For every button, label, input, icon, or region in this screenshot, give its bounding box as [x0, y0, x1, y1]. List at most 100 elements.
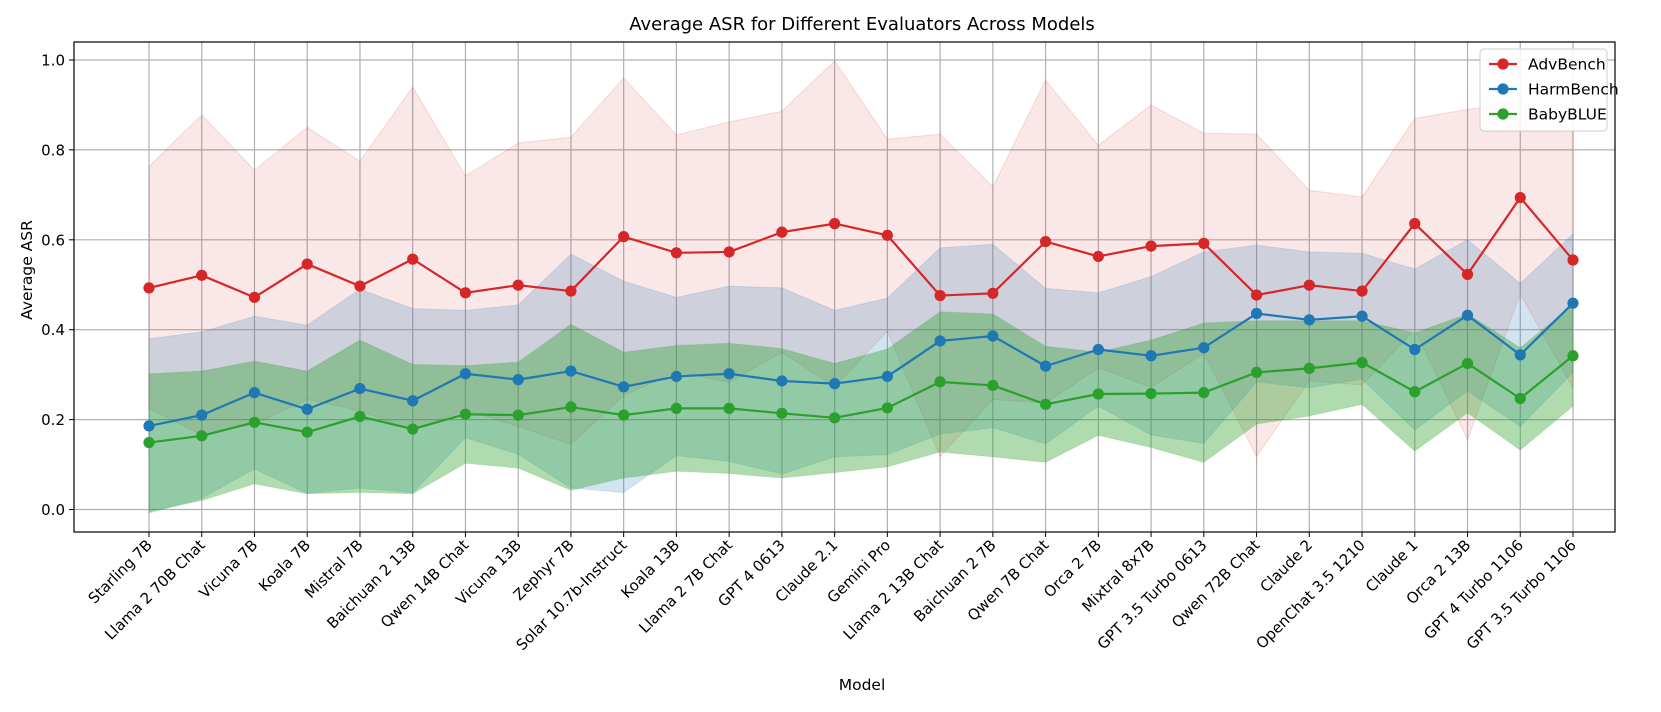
point-advbench — [1514, 191, 1526, 204]
line-advbench — [148, 196, 1574, 299]
legend-marker-babyblue — [1497, 108, 1509, 120]
legend-label-harmbench: HarmBench — [1528, 81, 1619, 99]
point-advbench — [829, 218, 841, 230]
point-babyblue — [776, 407, 788, 419]
point-babyblue — [1198, 387, 1210, 399]
point-harmbench — [1567, 297, 1579, 309]
point-advbench — [1145, 240, 1157, 252]
y-axis-label: Average ASR — [18, 220, 36, 320]
x-axis-label: Model — [839, 676, 886, 694]
point-harmbench — [407, 395, 419, 407]
y-tick-label: 0.6 — [41, 231, 65, 249]
point-advbench — [1356, 285, 1368, 297]
point-advbench — [459, 287, 472, 299]
point-babyblue — [1356, 356, 1368, 369]
y-tick-label: 0.0 — [41, 501, 65, 519]
point-harmbench — [987, 330, 999, 342]
y-tick-label: 0.4 — [41, 321, 65, 339]
point-harmbench — [829, 378, 841, 390]
point-advbench — [1409, 218, 1421, 230]
plot-frame — [73, 41, 1616, 533]
point-harmbench — [1145, 350, 1157, 362]
point-advbench — [1461, 268, 1474, 281]
point-babyblue — [459, 408, 472, 420]
point-harmbench — [1356, 310, 1368, 322]
point-babyblue — [354, 410, 366, 423]
legend: AdvBench HarmBench BabyBLUE — [1479, 48, 1619, 132]
grid-lines — [74, 42, 1615, 532]
point-harmbench — [1303, 314, 1315, 326]
point-harmbench — [1409, 343, 1421, 356]
y-tick-label: 0.8 — [41, 141, 65, 159]
point-advbench — [1303, 279, 1315, 291]
point-babyblue — [512, 409, 524, 421]
point-harmbench — [1250, 307, 1263, 320]
point-harmbench — [776, 375, 788, 387]
point-advbench — [1092, 250, 1104, 263]
point-advbench — [1198, 237, 1210, 249]
point-harmbench — [1039, 360, 1052, 372]
line-babyblue — [148, 354, 1574, 444]
point-babyblue — [829, 412, 841, 424]
point-babyblue — [618, 409, 630, 421]
band-advbench — [148, 60, 1574, 458]
point-babyblue — [301, 426, 313, 438]
point-babyblue — [723, 402, 735, 414]
point-harmbench — [723, 368, 735, 380]
series-lines — [148, 196, 1574, 444]
point-harmbench — [459, 368, 472, 380]
point-advbench — [407, 253, 419, 265]
point-babyblue — [670, 402, 683, 414]
legend-marker-advbench — [1497, 58, 1509, 70]
legend-label-babyblue: BabyBLUE — [1528, 106, 1607, 124]
point-babyblue — [1567, 350, 1579, 362]
legend-box — [1479, 48, 1608, 132]
point-advbench — [512, 279, 524, 291]
point-harmbench — [1198, 342, 1210, 354]
point-advbench — [987, 287, 999, 299]
point-babyblue — [143, 436, 155, 449]
y-tick-label: 1.0 — [41, 51, 65, 69]
band-babyblue — [148, 303, 1574, 513]
chart-title: Average ASR for Different Evaluators Acr… — [629, 14, 1095, 35]
point-advbench — [618, 231, 630, 243]
point-advbench — [354, 280, 366, 292]
point-harmbench — [354, 383, 366, 395]
line-harmbench — [148, 302, 1574, 427]
point-harmbench — [881, 370, 893, 383]
point-harmbench — [565, 365, 577, 377]
point-babyblue — [1409, 386, 1421, 398]
point-harmbench — [934, 335, 946, 347]
point-babyblue — [1461, 357, 1474, 370]
point-advbench — [1250, 289, 1263, 301]
point-advbench — [776, 226, 788, 238]
point-harmbench — [670, 370, 683, 383]
y-axis-ticks: 0.0 0.2 0.4 0.6 0.8 1.0 — [41, 51, 74, 519]
point-harmbench — [301, 403, 313, 415]
point-babyblue — [196, 430, 208, 442]
point-babyblue — [934, 376, 946, 388]
point-babyblue — [1092, 388, 1104, 400]
point-advbench — [565, 285, 577, 297]
y-tick-label: 0.2 — [41, 411, 65, 429]
point-harmbench — [1092, 343, 1104, 356]
band-harmbench — [148, 232, 1574, 514]
confidence-bands — [148, 60, 1574, 514]
point-babyblue — [1514, 392, 1526, 405]
point-advbench — [934, 289, 946, 302]
point-babyblue — [565, 401, 577, 413]
point-babyblue — [1303, 362, 1315, 374]
point-advbench — [196, 269, 208, 281]
point-advbench — [723, 246, 735, 258]
point-advbench — [881, 229, 893, 241]
point-advbench — [1039, 236, 1052, 248]
point-harmbench — [1461, 309, 1474, 321]
point-babyblue — [1250, 366, 1263, 379]
point-babyblue — [248, 416, 261, 428]
point-advbench — [301, 258, 313, 270]
point-advbench — [1567, 254, 1579, 266]
point-advbench — [248, 291, 261, 303]
point-advbench — [670, 247, 683, 259]
